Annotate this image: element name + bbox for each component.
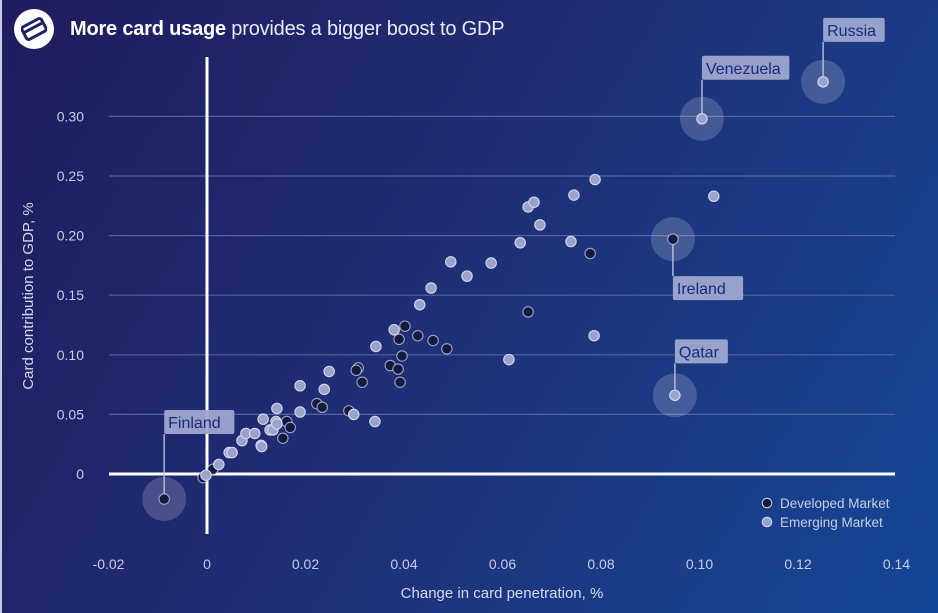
emerging-market-point (294, 380, 306, 392)
emerging-market-point (226, 446, 238, 459)
emerging-market-point (568, 189, 580, 201)
chart-header: More card usage provides a bigger boost … (14, 9, 505, 49)
y-tick-label: 0 (76, 466, 84, 482)
x-axis-title: Change in card penetration, % (401, 585, 604, 602)
callout-box (701, 55, 790, 80)
legend-label-developed: Developed Market (780, 496, 890, 511)
emerging-market-point (445, 256, 457, 268)
emerging-market-point (271, 418, 283, 430)
developed-market-point (316, 401, 328, 413)
emerging-market-point (388, 324, 400, 336)
y-tick-label: 0.25 (57, 168, 84, 184)
y-axis-title: Card contribution to GDP, % (20, 202, 37, 389)
developed-market-point (356, 376, 368, 388)
callout-label-ireland: Ireland (677, 281, 726, 298)
callout-label-venezuela: Venezuela (706, 61, 781, 78)
developed-market-point (522, 306, 534, 318)
callout-label-qatar: Qatar (679, 344, 720, 361)
gridlines (109, 115, 895, 415)
emerging-market-point (588, 329, 600, 342)
x-tick-label: 0.04 (390, 556, 417, 572)
emerging-market-point (485, 257, 497, 269)
emerging-market-point (213, 458, 225, 471)
developed-market-point (396, 350, 408, 362)
developed-market-point (427, 334, 439, 347)
emerging-market-point (589, 173, 601, 186)
developed-market-point (667, 233, 679, 245)
developed-market-point (441, 343, 453, 355)
emerging-market-point (249, 427, 261, 440)
chart-title: More card usage provides a bigger boost … (70, 17, 505, 41)
emerging-market-point (528, 196, 540, 208)
x-tick-label: 0 (203, 556, 211, 572)
emerging-market-point (461, 270, 473, 282)
legend: Developed Market Emerging Market (761, 496, 890, 530)
legend-label-emerging: Emerging Market (780, 515, 883, 530)
developed-market-point (284, 421, 296, 434)
y-tick-label: 0.05 (57, 406, 84, 422)
callout-label-russia: Russia (827, 23, 876, 40)
x-tick-label: 0.08 (587, 556, 614, 572)
developed-market-point (584, 247, 596, 260)
emerging-market-point (323, 365, 335, 378)
tick-labels: 0 0.05 0.10 0.15 0.20 0.25 0.30 -0.02 0 0.02 0.04 0… (57, 108, 911, 572)
developed-market-point (350, 364, 362, 377)
emerging-market-point (514, 237, 526, 249)
developed-market-point (277, 432, 289, 444)
emerging-market-point (696, 113, 708, 125)
emerging-market-point (708, 190, 720, 203)
x-tick-label: -0.02 (93, 556, 125, 572)
emerging-market-point (257, 413, 269, 425)
callout-box (823, 17, 885, 42)
callout-label-finland: Finland (168, 415, 220, 432)
emerging-market-point (669, 389, 681, 402)
credit-card-icon (14, 9, 54, 49)
emerging-market-point (271, 402, 283, 415)
emerging-market-point (425, 282, 437, 294)
y-tick-label: 0.10 (57, 347, 84, 363)
emerging-market-point (318, 383, 330, 396)
emerging-market-point (503, 353, 515, 366)
developed-market-point (394, 376, 406, 388)
callout-box (674, 339, 728, 364)
x-tick-label: 0.02 (292, 556, 319, 572)
chart-title-rest: provides a bigger boost to GDP (225, 17, 505, 40)
callout-box (164, 410, 235, 435)
emerging-market-point (200, 469, 212, 481)
axes (109, 57, 895, 534)
y-tick-label: 0.30 (57, 108, 84, 124)
x-tick-label: 0.10 (686, 556, 713, 572)
y-tick-label: 0.15 (57, 287, 84, 303)
data-points (158, 76, 829, 505)
emerging-market-point (534, 219, 546, 231)
x-tick-label: 0.06 (489, 556, 516, 572)
developed-market-point (399, 320, 411, 332)
emerging-market-point (817, 76, 829, 88)
chart-title-bold: More card usage (70, 17, 226, 40)
emerging-market-point (370, 340, 382, 353)
emerging-market-point (255, 440, 268, 453)
emerging-market-point (348, 408, 360, 421)
x-tick-label: 0.12 (784, 556, 811, 572)
emerging-market-point (414, 298, 426, 311)
x-tick-label: 0.14 (883, 556, 910, 572)
emerging-market-point (294, 406, 306, 418)
legend-marker-developed (761, 497, 773, 509)
callouts: Russia Venezuela Ireland Qatar Finland (163, 17, 885, 500)
emerging-market-point (369, 415, 381, 428)
callout-box (672, 276, 744, 301)
emerging-market-point (565, 235, 577, 248)
legend-marker-emerging (761, 516, 773, 528)
developed-market-point (412, 329, 424, 342)
y-tick-label: 0.20 (57, 228, 84, 244)
developed-market-point (158, 493, 170, 505)
developed-market-point (393, 333, 405, 346)
developed-market-point (392, 363, 404, 375)
